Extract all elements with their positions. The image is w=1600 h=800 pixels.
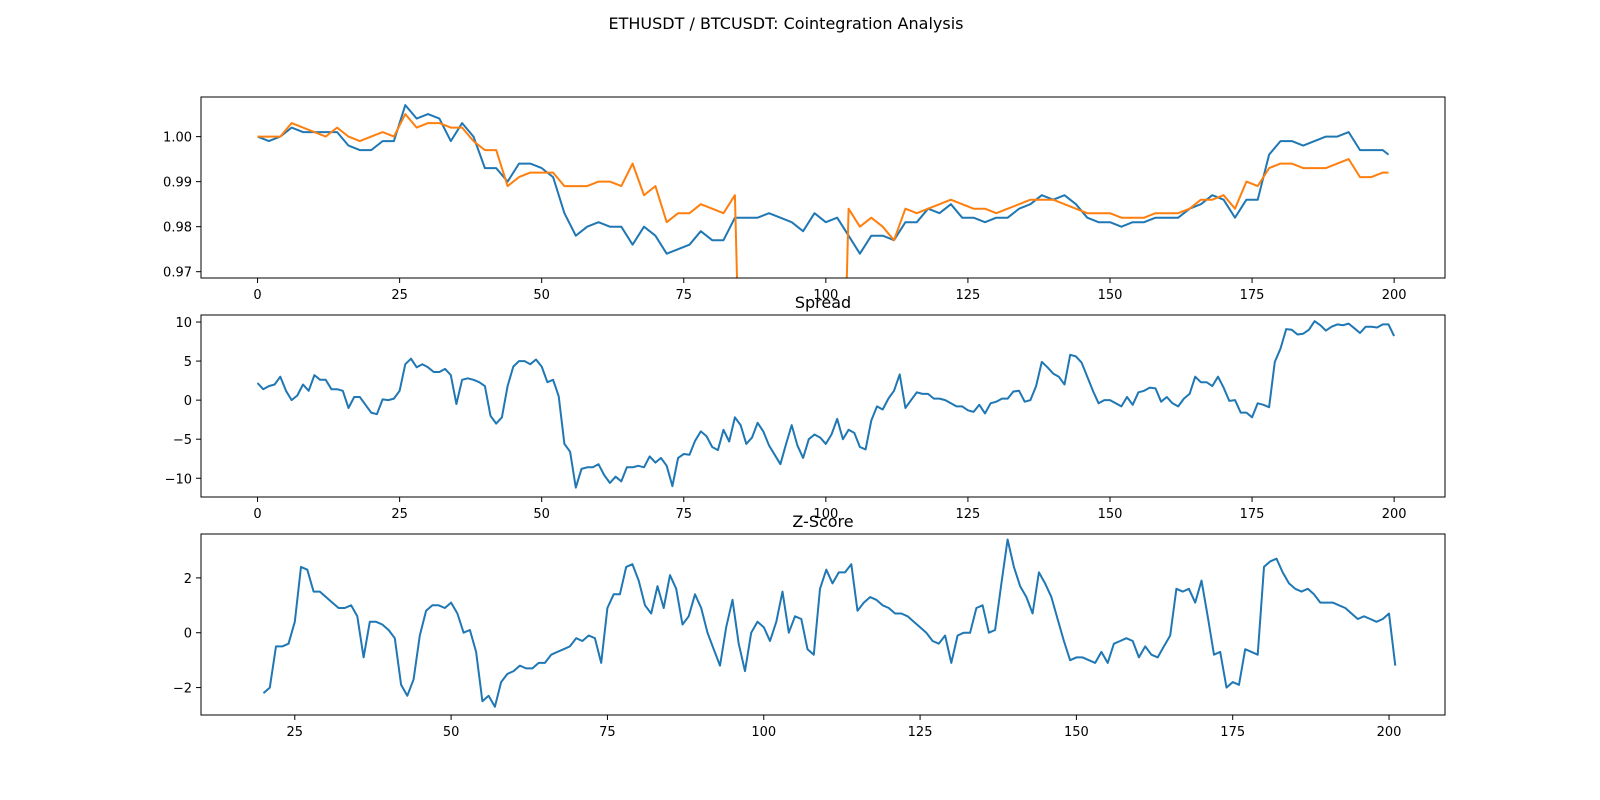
spread-x-tick-label: 150 bbox=[1098, 507, 1123, 522]
zscore-y-tick-label: 2 bbox=[184, 572, 192, 587]
spread-x-tick-label: 25 bbox=[391, 507, 408, 522]
prices-x-tick-label: 150 bbox=[1098, 288, 1123, 303]
prices-axes-frame bbox=[200, 96, 1446, 279]
zscore-x-tick-label: 50 bbox=[443, 725, 460, 740]
prices-x-tick-label: 200 bbox=[1382, 288, 1407, 303]
spread-y-tick-label: 5 bbox=[184, 355, 192, 370]
zscore-series-line-1 bbox=[262, 538, 1397, 708]
prices-y-tick-label: 0.99 bbox=[163, 176, 192, 191]
prices-x-tick-label: 25 bbox=[391, 288, 408, 303]
spread-x-tick-label: 125 bbox=[956, 507, 981, 522]
prices-series-line-2 bbox=[257, 113, 1389, 278]
spread-x-tick-label: 0 bbox=[253, 507, 261, 522]
prices-y-tick-label: 0.98 bbox=[163, 221, 192, 236]
spread-title: Spread bbox=[795, 293, 851, 312]
spread-y-tick-label: −5 bbox=[173, 433, 192, 448]
spread-x-tick-label: 75 bbox=[675, 507, 692, 522]
prices-x-tick-label: 75 bbox=[675, 288, 692, 303]
panel-prices: 0 25 50 75 100 125 150 175 200 0.97 0.98 0.99 1.00 bbox=[163, 96, 1446, 303]
prices-x-tick-label: 125 bbox=[956, 288, 981, 303]
figure-suptitle: ETHUSDT / BTCUSDT: Cointegration Analysi… bbox=[609, 14, 964, 33]
spread-y-tick-label: −10 bbox=[165, 472, 192, 487]
spread-series-line-1 bbox=[256, 320, 1396, 489]
prices-series-line-1 bbox=[257, 104, 1390, 255]
prices-x-tick-label: 50 bbox=[533, 288, 550, 303]
spread-x-tick-label: 50 bbox=[533, 507, 550, 522]
panel-spread: Spread 0 25 50 75 100 125 150 175 200 −10 −5 0 5 10 bbox=[165, 293, 1446, 522]
spread-y-tick-label: 10 bbox=[175, 316, 192, 331]
zscore-x-tick-label: 200 bbox=[1377, 725, 1402, 740]
zscore-axes-frame bbox=[200, 533, 1446, 716]
prices-x-tick-label: 0 bbox=[253, 288, 261, 303]
panel-zscore: Z-Score 25 50 75 100 125 150 175 200 −2 0 2 bbox=[173, 512, 1446, 740]
spread-x-tick-label: 175 bbox=[1240, 507, 1265, 522]
zscore-title: Z-Score bbox=[792, 512, 853, 531]
spread-y-tick-label: 0 bbox=[184, 394, 192, 409]
prices-y-tick-label: 0.97 bbox=[163, 266, 192, 281]
zscore-x-tick-label: 75 bbox=[599, 725, 616, 740]
zscore-x-tick-label: 125 bbox=[908, 725, 933, 740]
zscore-x-tick-label: 150 bbox=[1064, 725, 1089, 740]
spread-x-tick-label: 100 bbox=[813, 507, 838, 522]
prices-x-tick-label: 100 bbox=[813, 288, 838, 303]
zscore-x-tick-label: 25 bbox=[287, 725, 304, 740]
prices-y-tick-label: 1.00 bbox=[163, 131, 192, 146]
zscore-y-tick-label: 0 bbox=[184, 627, 192, 642]
spread-axes-frame bbox=[200, 314, 1446, 498]
spread-x-tick-label: 200 bbox=[1382, 507, 1407, 522]
prices-x-tick-label: 175 bbox=[1240, 288, 1265, 303]
zscore-x-tick-label: 175 bbox=[1220, 725, 1245, 740]
zscore-x-tick-label: 100 bbox=[751, 725, 776, 740]
zscore-y-tick-label: −2 bbox=[173, 682, 192, 697]
